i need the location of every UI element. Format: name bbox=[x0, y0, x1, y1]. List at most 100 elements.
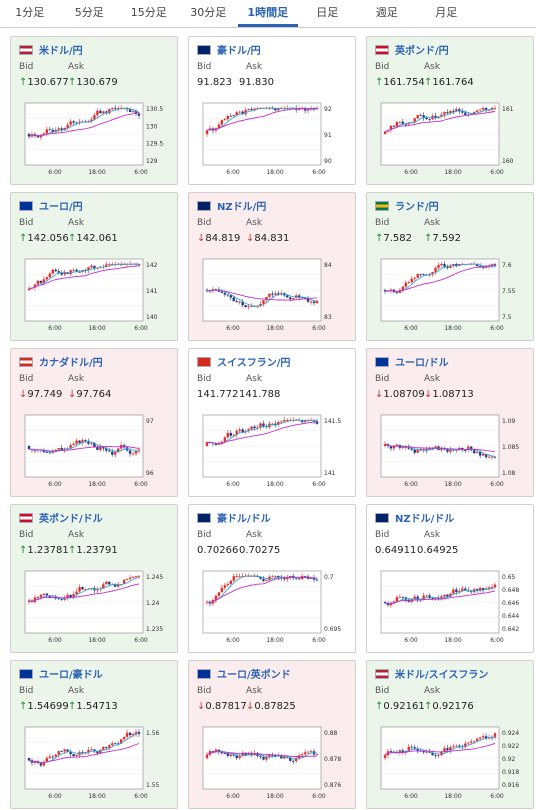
candle-body bbox=[39, 594, 43, 598]
pair-name[interactable]: NZドル/ドル bbox=[395, 514, 455, 525]
candle-body bbox=[72, 443, 75, 446]
rate-card[interactable]: ユーロ/円 Bid Ask ↑142.056 ↑142.061 142 141 140 6:00… bbox=[10, 192, 178, 341]
rate-card[interactable]: 英ポンド/ドル Bid Ask ↑1.23781 ↑1.23791 1.245 1.24 1.… bbox=[10, 504, 178, 653]
mini-chart[interactable]: 84 83 6:00 18:00 6:00 bbox=[195, 255, 353, 339]
mini-chart[interactable]: 0.88 0.878 0.876 6:00 18:00 6:00 bbox=[195, 723, 353, 807]
candle-body bbox=[413, 596, 416, 599]
mini-chart[interactable]: 7.6 7.55 7.5 6:00 18:00 6:00 bbox=[373, 255, 531, 339]
candle-body bbox=[274, 755, 277, 757]
candle-body bbox=[114, 452, 117, 455]
pair-name[interactable]: 豪ドル/円 bbox=[217, 46, 261, 57]
rate-card[interactable]: NZドル/ドル Bid Ask 0.64911 0.64925 0.65 0.648 0.64… bbox=[366, 504, 534, 653]
candle-body bbox=[63, 128, 66, 131]
pair-name[interactable]: ユーロ/ドル bbox=[395, 358, 449, 369]
candle-body bbox=[72, 269, 75, 271]
pair-name[interactable]: 米ドル/スイスフラン bbox=[395, 670, 489, 681]
tab-5[interactable]: 日足 bbox=[316, 6, 339, 19]
candle-body bbox=[472, 740, 476, 742]
pair-name[interactable]: NZドル/円 bbox=[217, 202, 267, 213]
pair-name[interactable]: カナダドル/円 bbox=[39, 358, 103, 369]
flag-icon bbox=[19, 512, 33, 523]
tab-4[interactable]: 1時間足 bbox=[238, 0, 298, 27]
mini-chart[interactable]: 0.924 0.922 0.92 0.918 0.916 6:00 18:00 6:00 bbox=[373, 723, 531, 807]
mini-chart[interactable]: 1.09 1.085 1.08 6:00 18:00 6:00 bbox=[373, 411, 531, 495]
pair-name[interactable]: 英ポンド/ドル bbox=[39, 514, 103, 525]
candle-body bbox=[108, 450, 111, 452]
tab-1[interactable]: 5分足 bbox=[74, 6, 104, 19]
tab-6[interactable]: 週足 bbox=[375, 6, 398, 19]
candle-body bbox=[289, 757, 292, 761]
pair-name[interactable]: 豪ドル/ドル bbox=[217, 514, 271, 525]
mini-chart[interactable]: 1.245 1.24 1.235 6:00 18:00 6:00 bbox=[17, 567, 175, 651]
mini-chart[interactable]: 1.56 1.55 6:00 18:00 6:00 bbox=[17, 723, 175, 807]
y-tick-label: 1.245 bbox=[146, 574, 163, 581]
pair-name[interactable]: ユーロ/豪ドル bbox=[39, 670, 103, 681]
mini-chart[interactable]: 92 91 90 6:00 18:00 6:00 bbox=[195, 99, 353, 183]
candle-body bbox=[389, 445, 393, 449]
mini-chart[interactable]: 0.65 0.648 0.646 0.644 0.642 6:00 18:00 6:00 bbox=[373, 567, 531, 651]
ask-label: Ask bbox=[68, 530, 85, 540]
plot-area bbox=[380, 570, 500, 634]
pair-name[interactable]: 英ポンド/円 bbox=[395, 46, 449, 57]
pair-name[interactable]: スイスフラン/円 bbox=[217, 358, 291, 369]
pair-name[interactable]: ランド/円 bbox=[395, 202, 439, 213]
candle-body bbox=[401, 447, 405, 449]
rate-card[interactable]: ユーロ/豪ドル Bid Ask ↑1.54699 ↑1.54713 1.56 1.55 6:0… bbox=[10, 660, 178, 809]
rate-card[interactable]: ユーロ/英ポンド Bid Ask ↓0.87817 ↓0.87825 0.88 0.878 0… bbox=[188, 660, 356, 809]
y-tick-label: 130.5 bbox=[146, 106, 163, 113]
candle-body bbox=[131, 733, 135, 736]
tab-2[interactable]: 15分足 bbox=[130, 6, 167, 19]
tab-7[interactable]: 月足 bbox=[435, 6, 458, 19]
pair-name[interactable]: 米ドル/円 bbox=[39, 46, 83, 57]
pair-name[interactable]: ユーロ/円 bbox=[39, 202, 83, 213]
mini-chart[interactable]: 141.5 141 6:00 18:00 6:00 bbox=[195, 411, 353, 495]
bid-text: 0.70266 bbox=[197, 545, 239, 556]
candle-body bbox=[226, 432, 230, 438]
candle-body bbox=[116, 448, 120, 453]
candle-body bbox=[487, 456, 491, 458]
rate-card[interactable]: スイスフラン/円 Bid Ask 141.772 141.788 141.5 141 6:00… bbox=[188, 348, 356, 497]
card-header: カナダドル/円 bbox=[19, 354, 103, 369]
trend-arrow-icon: ↓ bbox=[68, 389, 77, 400]
pair-name[interactable]: ユーロ/英ポンド bbox=[217, 670, 291, 681]
bid-label: Bid bbox=[375, 218, 390, 228]
candle-body bbox=[428, 119, 431, 120]
rate-card[interactable]: 米ドル/スイスフラン Bid Ask ↑0.92161 ↑0.92176 0.924 0.9… bbox=[366, 660, 534, 809]
mini-chart[interactable]: 130.5 130 129.5 129 6:00 18:00 6:00 bbox=[17, 99, 175, 183]
candle-body bbox=[458, 745, 461, 747]
rate-card[interactable]: 英ポンド/円 Bid Ask ↑161.754 ↑161.764 161 160 6:00 18… bbox=[366, 36, 534, 185]
rate-card[interactable]: ユーロ/ドル Bid Ask ↓1.08709 ↓1.08713 1.09 1.085 1.0… bbox=[366, 348, 534, 497]
tab-0[interactable]: 1分足 bbox=[15, 6, 45, 19]
y-tick-label: 1.55 bbox=[146, 782, 160, 789]
rate-card[interactable]: NZドル/円 Bid Ask ↓84.819 ↓84.831 84 83 6:00 18:00 6… bbox=[188, 192, 356, 341]
tab-3[interactable]: 30分足 bbox=[190, 6, 227, 19]
rate-card[interactable]: 豪ドル/ドル Bid Ask 0.70266 0.70275 0.7 0.695 6:00 18… bbox=[188, 504, 356, 653]
rate-card[interactable]: 米ドル/円 Bid Ask ↑130.677 ↑130.679 130.5 130 129.5… bbox=[10, 36, 178, 185]
rate-card[interactable]: 豪ドル/円 Bid Ask 91.823 91.830 92 91 90 6:00 18:00 6:… bbox=[188, 36, 356, 185]
mini-chart[interactable]: 161 160 6:00 18:00 6:00 bbox=[373, 99, 531, 183]
candle-body bbox=[407, 447, 410, 449]
candle-body bbox=[232, 434, 235, 436]
candle-body bbox=[253, 426, 256, 429]
candle-body bbox=[223, 292, 227, 295]
candle-body bbox=[105, 746, 108, 748]
x-tick-label: 18:00 bbox=[88, 637, 105, 644]
candle-body bbox=[306, 751, 310, 753]
x-tick-label: 6:00 bbox=[490, 325, 504, 332]
candle-body bbox=[134, 450, 138, 454]
candle-body bbox=[467, 446, 470, 450]
candle-body bbox=[300, 754, 304, 756]
rate-card[interactable]: カナダドル/円 Bid Ask ↓97.749 ↓97.764 97 96 6:00 18:00… bbox=[10, 348, 178, 497]
bid-value: ↓1.08709 bbox=[375, 389, 425, 400]
ask-text: 0.87825 bbox=[254, 701, 296, 712]
candle-body bbox=[292, 760, 295, 762]
mini-chart[interactable]: 0.7 0.695 6:00 18:00 6:00 bbox=[195, 567, 353, 651]
mini-chart[interactable]: 142 141 140 6:00 18:00 6:00 bbox=[17, 255, 175, 339]
candle-body bbox=[72, 754, 75, 757]
candle-body bbox=[481, 107, 485, 110]
mini-chart[interactable]: 97 96 6:00 18:00 6:00 bbox=[17, 411, 175, 495]
rate-card[interactable]: ランド/円 Bid Ask ↑7.582 ↑7.592 7.6 7.55 7.5 6:00 18:… bbox=[366, 192, 534, 341]
candle-body bbox=[217, 124, 221, 129]
candle-body bbox=[114, 743, 117, 745]
candle-body bbox=[102, 111, 105, 114]
